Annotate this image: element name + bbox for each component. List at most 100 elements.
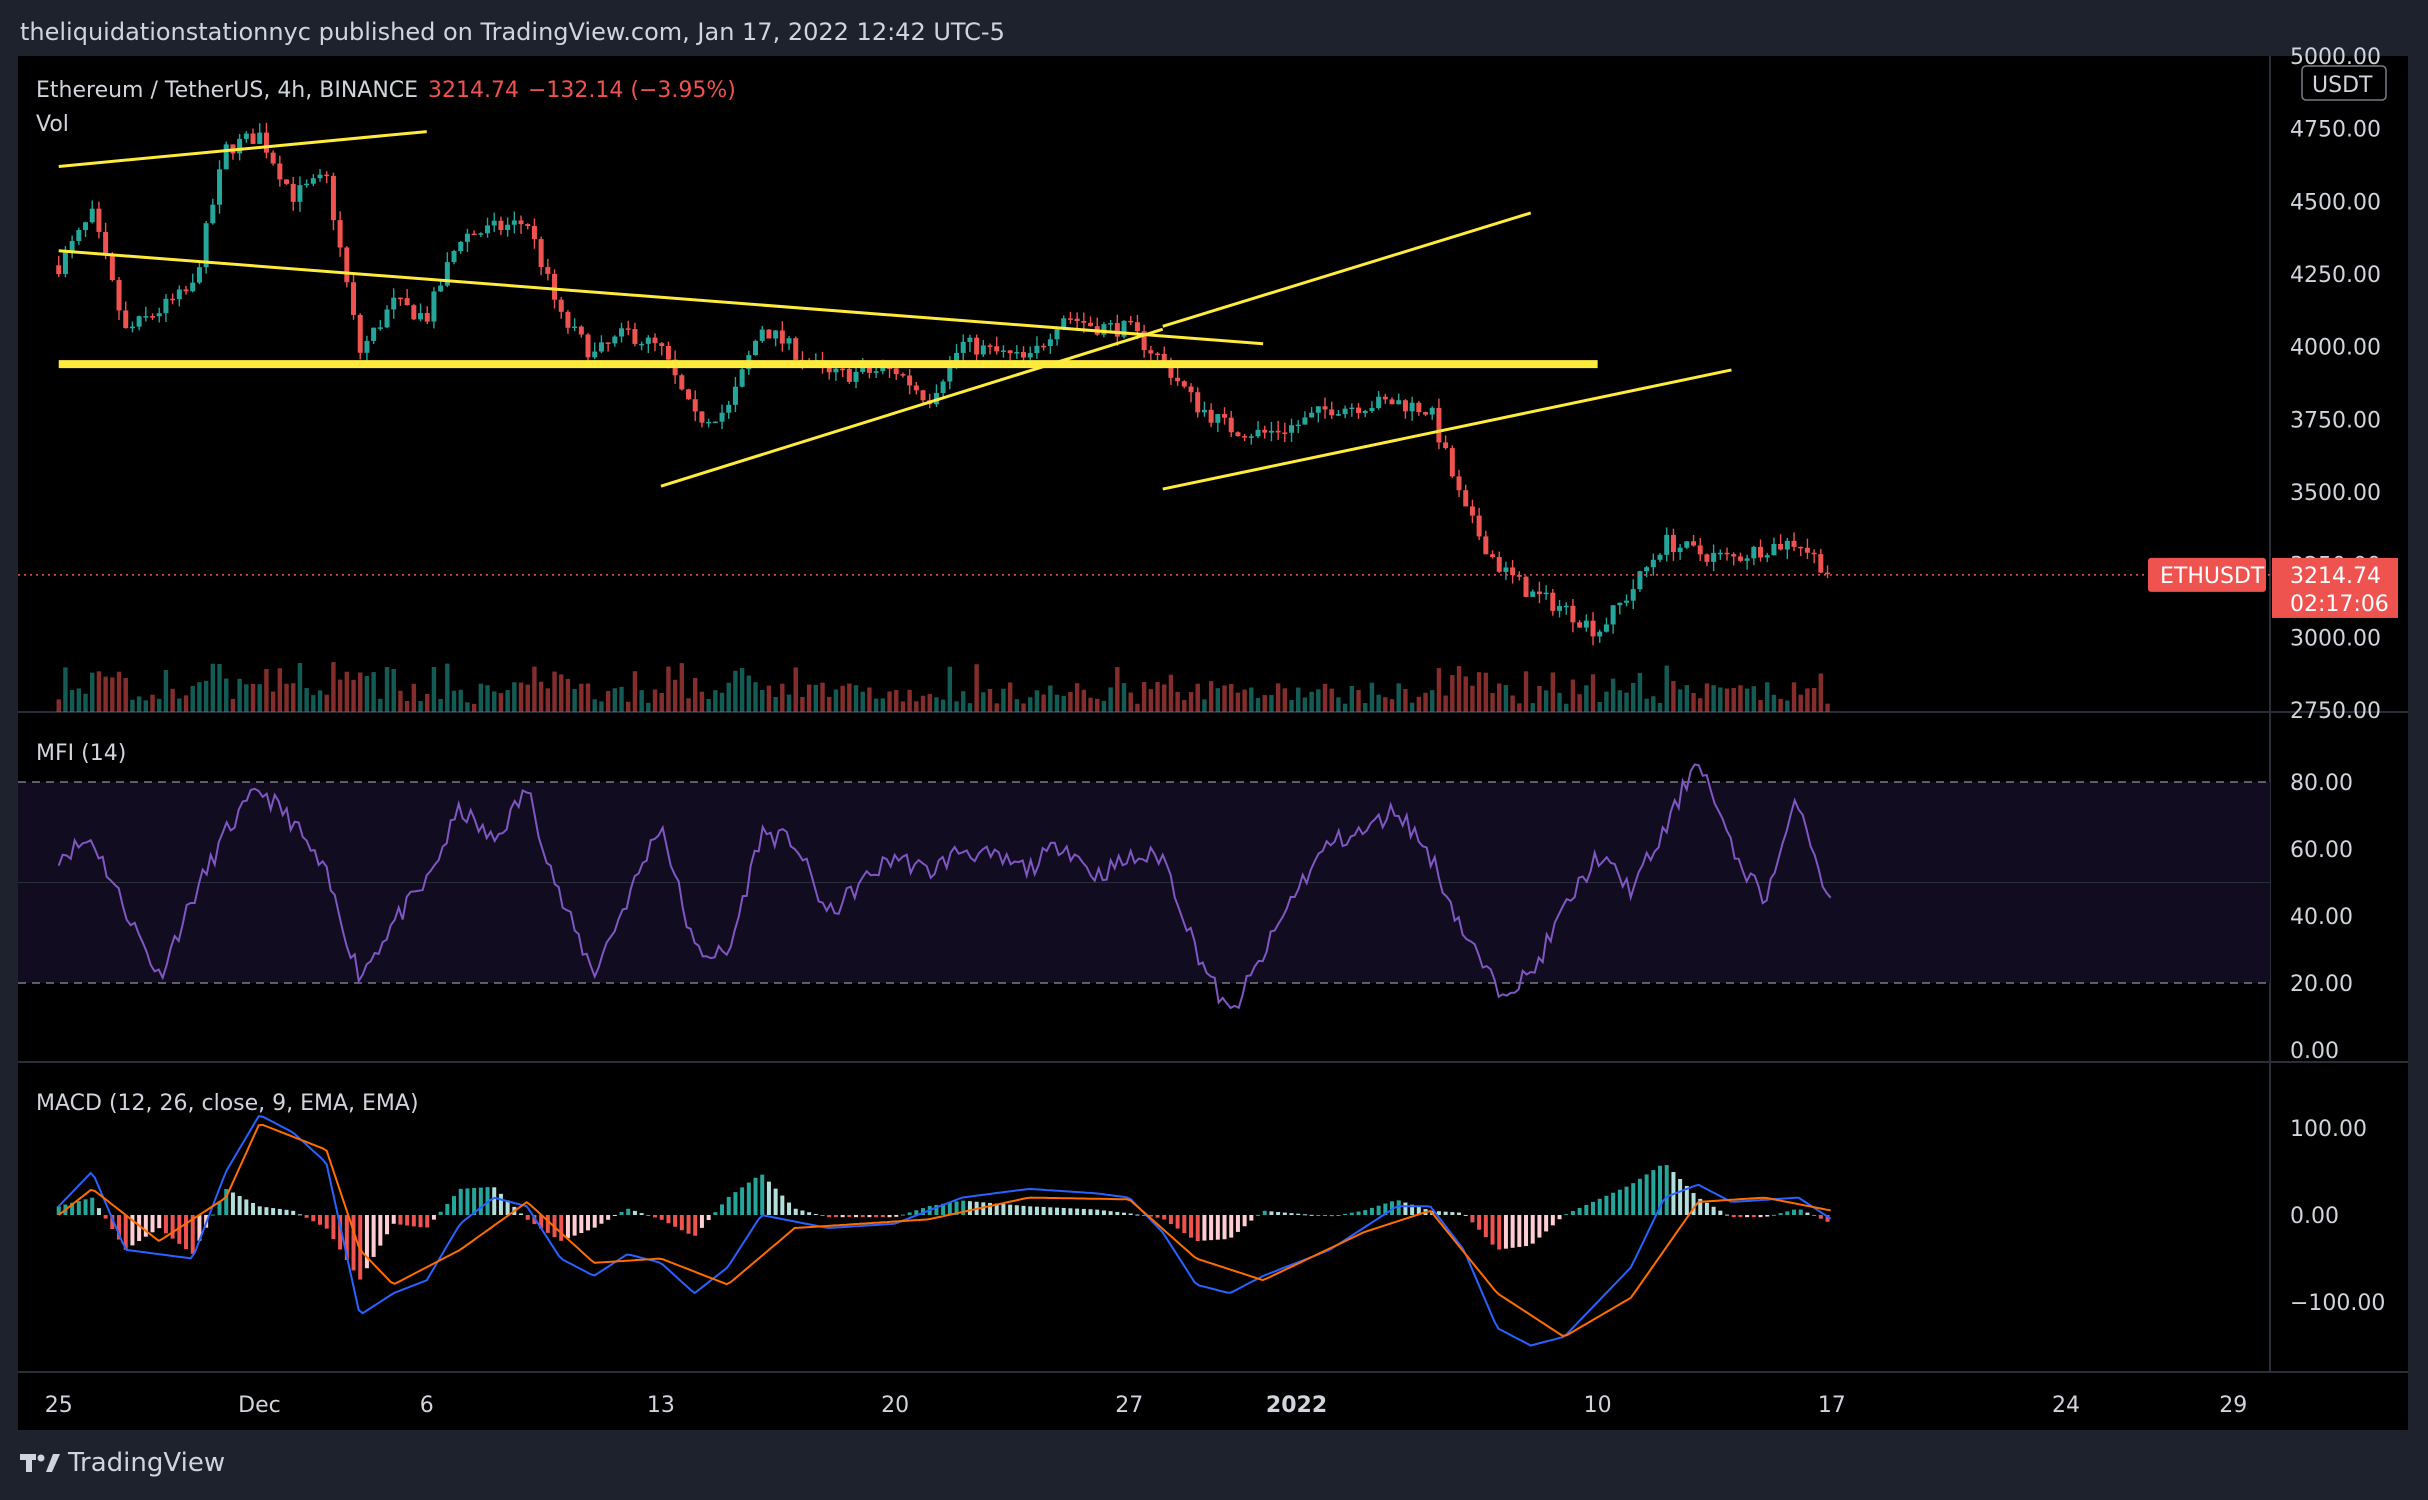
candle-body (250, 133, 256, 144)
macd-histogram-bar (1470, 1215, 1475, 1223)
candle-body (1469, 506, 1475, 516)
volume-bar (518, 682, 524, 712)
volume-bar (1148, 689, 1154, 712)
candle-body (1476, 515, 1482, 537)
macd-histogram-bar (1215, 1215, 1220, 1240)
candle-body (518, 220, 524, 225)
macd-histogram-bar (1644, 1174, 1649, 1215)
candle-body (773, 330, 779, 339)
macd-histogram-bar (271, 1208, 276, 1215)
volume-bar (994, 703, 999, 712)
candle-body (572, 326, 578, 329)
pane-labels: Ethereum / TetherUS, 4h, BINANCE 3214.74−… (36, 78, 736, 1116)
volume-bar (1664, 665, 1669, 712)
candle-body (699, 411, 705, 423)
ticker-badge (2148, 557, 2266, 592)
candle-body (1268, 430, 1274, 433)
price-axis[interactable]: 5000.004750.004500.004250.004000.003750.… (2148, 45, 2398, 1316)
volume-bar (270, 691, 276, 712)
volume-bar (1242, 689, 1247, 712)
volume-bar (1557, 692, 1562, 712)
volume-bar (713, 690, 718, 712)
candle-body (1000, 350, 1006, 352)
candle-body (418, 313, 424, 320)
volume-bar (458, 689, 463, 712)
time-axis[interactable]: 25 Dec 6 13 20 27 2022 10 17 24 29 (45, 1393, 2248, 1418)
volume-bar (1657, 702, 1663, 712)
volume-bar (297, 663, 303, 712)
volume-bar (1771, 694, 1777, 712)
volume-bar (1470, 685, 1475, 712)
macd-histogram-bar (539, 1215, 544, 1229)
candle-body (1530, 591, 1536, 597)
candle-body (860, 366, 866, 372)
volume-bar (1041, 694, 1046, 712)
volume-bar (1738, 685, 1743, 712)
macd-histogram-bar (1282, 1212, 1287, 1215)
volume-bar (652, 689, 658, 712)
volume-bar (847, 683, 852, 712)
macd-histogram-bar (659, 1215, 664, 1220)
macd-histogram-bar (887, 1215, 892, 1218)
macd-histogram-bar (961, 1200, 966, 1215)
candle-body (913, 385, 919, 391)
candle-body (719, 412, 725, 422)
macd-histogram-bar (1792, 1209, 1797, 1215)
candle-body (1590, 620, 1596, 637)
macd-histogram-bar (117, 1215, 122, 1240)
volume-bar (116, 671, 122, 712)
macd-histogram-bar (1262, 1210, 1267, 1215)
candle-body (612, 336, 618, 344)
candle-body (565, 311, 571, 328)
candle-body (1818, 554, 1824, 573)
volume-bar (961, 691, 966, 712)
volume-bar (1791, 682, 1797, 712)
volume-bar (1637, 672, 1643, 712)
macd-histogram-bar (130, 1215, 135, 1246)
macd-histogram-bar (458, 1188, 463, 1215)
candle-body (1161, 353, 1167, 362)
volume-bar (445, 663, 450, 712)
candle-body (605, 342, 611, 344)
candle-body (1490, 554, 1496, 558)
candle-body (994, 346, 1000, 352)
candle-body (109, 255, 115, 280)
candle-body (290, 183, 296, 202)
candle-body (1335, 414, 1341, 416)
currency-box (2301, 65, 2387, 101)
candle-body (1168, 361, 1174, 378)
macd-histogram-bar (1557, 1215, 1562, 1220)
volume-bar (1577, 694, 1582, 712)
macd-histogram-bar (1510, 1215, 1515, 1248)
volume-bar (311, 695, 316, 712)
macd-histogram-bar (96, 1208, 101, 1215)
candle-body (1711, 552, 1717, 562)
volume-bar (1108, 687, 1113, 712)
volume-bar (1396, 683, 1401, 712)
volume-bar (1691, 692, 1696, 712)
mfi-tick-label: 40.00 (2290, 905, 2353, 930)
candle-body (1536, 591, 1542, 595)
volume-bar (1590, 674, 1596, 712)
candle-body (243, 133, 249, 139)
macd-histogram-bar (291, 1210, 296, 1215)
candle-body (1081, 321, 1087, 323)
volume-bar (1704, 683, 1710, 712)
candle-body (136, 316, 142, 327)
volume-bar (177, 698, 182, 712)
candle-body (1315, 406, 1321, 413)
volume-bar (331, 662, 336, 712)
macd-histogram-bar (947, 1202, 952, 1215)
macd-histogram-bar (452, 1196, 457, 1215)
macd-histogram-bar (914, 1210, 919, 1215)
macd-histogram-bar (1550, 1215, 1555, 1226)
macd-histogram-bar (1825, 1215, 1830, 1222)
volume-bar (693, 677, 698, 712)
macd-histogram-bar (1436, 1211, 1441, 1215)
candle-body (1804, 547, 1810, 553)
macd-histogram-bar (284, 1209, 289, 1215)
candle-body (317, 174, 323, 179)
candle-body (210, 204, 216, 224)
volume-bar (1195, 683, 1200, 712)
